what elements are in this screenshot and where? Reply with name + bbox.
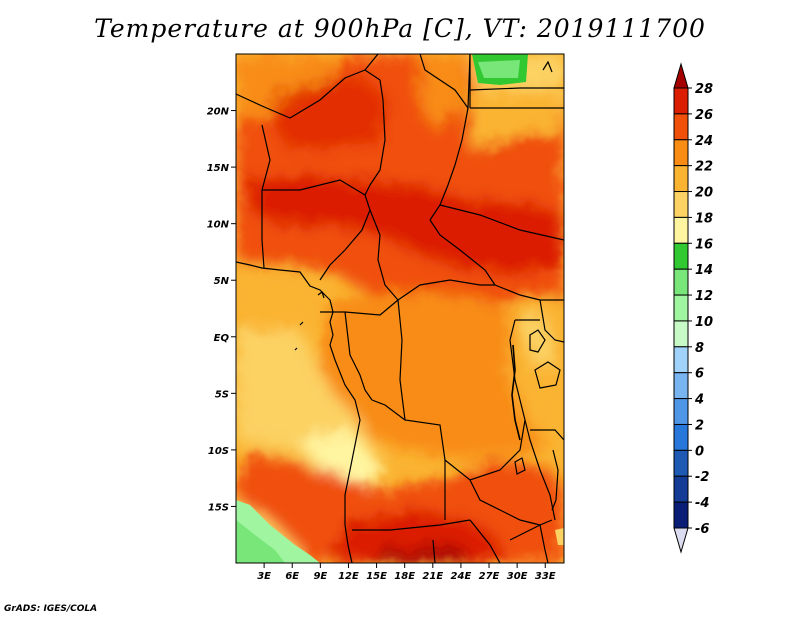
colorbar-label: 24 bbox=[695, 134, 713, 149]
colorbar-label: -6 bbox=[695, 522, 709, 537]
y-tick-label: EQ bbox=[214, 333, 230, 344]
country-borders bbox=[236, 54, 564, 563]
colorbar-band bbox=[673, 346, 689, 374]
map-title: Temperature at 900hPa [C], VT: 201911170… bbox=[94, 14, 706, 43]
x-tick-label: 30E bbox=[507, 571, 528, 582]
colorbar-band bbox=[673, 372, 689, 400]
colorbar-top-triangle bbox=[673, 62, 689, 89]
x-tick-label: 21E bbox=[422, 571, 443, 582]
colorbar-band bbox=[673, 216, 689, 244]
x-tick-label: 3E bbox=[257, 571, 271, 582]
colorbar-band bbox=[673, 398, 689, 425]
colorbar-band bbox=[673, 294, 689, 322]
x-tick-label: 18E bbox=[394, 571, 415, 582]
colorbar-label: 20 bbox=[695, 186, 713, 201]
x-tick-label: 27E bbox=[479, 571, 500, 582]
y-tick-label: 20N bbox=[207, 107, 230, 118]
x-tick-label: 15E bbox=[366, 571, 387, 582]
x-tick-label: 24E bbox=[451, 571, 472, 582]
colorbar-label: 28 bbox=[695, 82, 713, 97]
colorbar-band bbox=[673, 475, 689, 503]
y-tick-label: 10S bbox=[208, 446, 229, 457]
colorbar-label: 18 bbox=[695, 211, 713, 226]
x-tick-label: 6E bbox=[285, 571, 299, 582]
map-axes: 3E 6E 9E 12E 15E 18E 21E 24E 27E 30E 33E 20N 15N 10N 5… bbox=[207, 107, 556, 582]
colorbar-band bbox=[673, 320, 689, 348]
colorbar-label: 26 bbox=[695, 108, 713, 123]
colorbar-label: 0 bbox=[695, 444, 704, 459]
colorbar-label: -2 bbox=[695, 470, 709, 485]
colorbar-band bbox=[673, 501, 689, 529]
y-tick-label: 10N bbox=[207, 220, 230, 231]
colorbar-band bbox=[673, 139, 689, 167]
colorbar-band bbox=[673, 242, 689, 270]
colorbar-label: 10 bbox=[695, 315, 713, 330]
colorbar-label: 12 bbox=[695, 289, 713, 304]
colorbar-band bbox=[673, 268, 689, 296]
colorbar-label: 6 bbox=[695, 367, 704, 382]
colorbar-band bbox=[673, 165, 689, 193]
colorbar-label: 8 bbox=[695, 341, 704, 356]
plot-frame bbox=[235, 53, 565, 564]
y-tick-label: 5N bbox=[214, 276, 230, 287]
x-tick-label: 33E bbox=[535, 571, 556, 582]
colorbar-band bbox=[673, 423, 689, 451]
colorbar-label: 16 bbox=[695, 237, 713, 252]
colorbar-bottom-triangle bbox=[673, 527, 689, 554]
colorbar-band bbox=[673, 449, 689, 477]
temperature-field bbox=[236, 54, 564, 563]
y-tick-label: 5S bbox=[215, 389, 229, 400]
colorbar-label: 2 bbox=[695, 418, 704, 433]
grads-credit: GrADS: IGES/COLA bbox=[4, 604, 98, 614]
x-tick-label: 12E bbox=[338, 571, 359, 582]
colorbar-label: 14 bbox=[695, 263, 713, 278]
y-tick-label: 15S bbox=[208, 502, 229, 513]
colorbar-label: -4 bbox=[695, 496, 709, 511]
colorbar-band bbox=[673, 113, 689, 141]
colorbar-label: 22 bbox=[695, 160, 713, 175]
y-tick-label: 15N bbox=[207, 163, 230, 174]
colorbar-label: 4 bbox=[694, 393, 704, 408]
colorbar-band bbox=[673, 87, 689, 115]
colorbar-band bbox=[673, 191, 689, 218]
x-tick-label: 9E bbox=[313, 571, 327, 582]
